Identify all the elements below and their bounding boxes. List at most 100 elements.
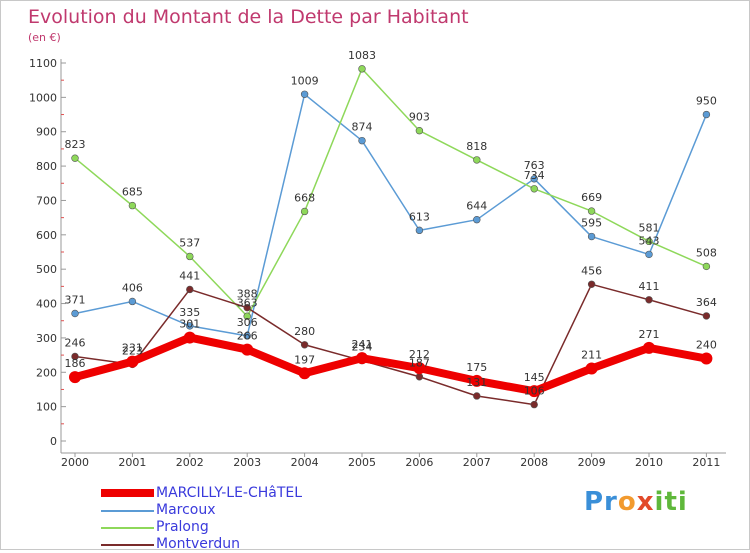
data-label-0: 145 <box>524 371 545 384</box>
data-point-0 <box>585 362 598 375</box>
y-tick-label: 900 <box>36 126 57 139</box>
x-tick-label: 2002 <box>176 456 204 469</box>
data-point-3 <box>300 341 309 349</box>
data-label-3: 131 <box>466 376 487 389</box>
data-label-1: 335 <box>179 306 200 319</box>
x-tick-label: 2007 <box>463 456 491 469</box>
x-tick-label: 2003 <box>233 456 261 469</box>
data-point-1 <box>415 226 424 235</box>
data-point-2 <box>702 262 711 271</box>
data-point-0 <box>126 355 139 368</box>
data-label-2: 363 <box>237 296 258 309</box>
series-line-1 <box>74 93 708 337</box>
y-tick-label: 100 <box>36 401 57 414</box>
logo-part: x <box>636 487 655 517</box>
chart-subtitle: (en €) <box>28 31 61 44</box>
data-label-3: 456 <box>581 264 602 277</box>
series-line-3 <box>74 283 708 406</box>
data-label-layer: 371 406 335 306 1009 874 613 644 763 595 543 950 823… <box>65 49 717 398</box>
y-tick-label: 700 <box>36 194 57 207</box>
data-label-2: 508 <box>696 246 717 259</box>
data-label-0: 301 <box>179 318 200 331</box>
data-label-2: 537 <box>179 236 200 249</box>
data-point-3 <box>645 296 653 304</box>
logo-part: iti <box>654 487 688 517</box>
data-point-2 <box>186 252 194 261</box>
data-point-1 <box>530 175 538 183</box>
data-point-3 <box>186 285 194 294</box>
data-point-3 <box>243 303 251 312</box>
data-label-2: 669 <box>581 191 602 204</box>
chart-title: Evolution du Montant de la Dette par Hab… <box>28 6 469 28</box>
data-label-0: 212 <box>409 348 430 361</box>
data-label-0: 271 <box>639 328 660 341</box>
x-tick-label: 2011 <box>692 456 720 469</box>
legend-label: Pralong <box>156 519 209 535</box>
data-point-1 <box>71 309 79 318</box>
x-tick-label: 2010 <box>635 456 663 469</box>
data-point-2 <box>71 154 79 162</box>
data-label-3: 106 <box>524 385 545 398</box>
data-point-2 <box>645 237 653 246</box>
y-tick-label: 400 <box>36 298 57 311</box>
data-point-1 <box>587 232 596 241</box>
data-point-0 <box>528 385 541 398</box>
series-line-2 <box>74 68 708 318</box>
y-tick-label: 500 <box>36 263 57 276</box>
data-label-0: 211 <box>581 348 602 361</box>
data-label-2: 818 <box>466 140 487 153</box>
data-label-1: 613 <box>409 210 430 223</box>
x-tick-label: 2001 <box>118 456 146 469</box>
data-point-1 <box>243 332 251 340</box>
data-label-1: 644 <box>466 200 487 213</box>
data-point-1 <box>128 297 137 306</box>
logo-part: o <box>617 487 637 517</box>
data-point-0 <box>356 352 368 365</box>
data-label-2: 1083 <box>348 49 376 62</box>
data-label-3: 246 <box>65 336 86 349</box>
legend-label: MARCILLY-LE-CHâTEL <box>156 485 303 501</box>
data-label-1: 950 <box>696 95 717 108</box>
data-label-1: 595 <box>581 217 602 230</box>
legend-swatch-marcilly <box>101 489 154 497</box>
data-label-3: 364 <box>696 296 717 309</box>
x-tick-label: 2005 <box>348 456 376 469</box>
data-label-2: 581 <box>639 221 660 234</box>
data-point-0 <box>241 343 254 356</box>
y-tick-label: 300 <box>36 332 57 345</box>
line-chart: 0 100 200 300 400 500 600 700 800 900 1000 1100 2000… <box>29 49 726 469</box>
data-label-2: 734 <box>524 169 545 182</box>
legend-swatch-montverdun <box>101 544 154 546</box>
data-label-1: 306 <box>237 316 258 329</box>
y-tick-label: 200 <box>36 366 57 379</box>
data-label-1: 1009 <box>291 74 319 87</box>
data-label-0: 197 <box>294 353 315 366</box>
data-point-2 <box>587 207 596 215</box>
x-tick-label: 2008 <box>520 456 548 469</box>
legend-label: Montverdun <box>156 536 241 552</box>
data-point-2 <box>415 126 424 135</box>
data-label-2: 903 <box>409 111 430 124</box>
data-label-1: 763 <box>524 159 545 172</box>
data-point-1 <box>473 215 481 224</box>
y-tick-label: 1000 <box>29 91 57 104</box>
data-label-3: 223 <box>122 344 143 357</box>
data-label-2: 823 <box>65 138 86 151</box>
data-point-3 <box>473 392 481 400</box>
data-point-1 <box>702 110 711 119</box>
y-tick-label: 800 <box>36 160 57 173</box>
data-point-1 <box>645 250 653 259</box>
data-label-3: 280 <box>294 325 315 338</box>
data-point-0 <box>413 362 426 375</box>
x-tick-label: 2009 <box>578 456 606 469</box>
data-point-0 <box>470 374 483 387</box>
data-point-1 <box>300 90 309 98</box>
data-label-1: 371 <box>65 294 86 307</box>
data-point-2 <box>243 312 251 320</box>
legend-swatch-pralong <box>101 527 154 529</box>
data-label-0: 231 <box>122 342 143 355</box>
data-label-0: 186 <box>65 357 86 370</box>
legend-label: Marcoux <box>156 502 216 518</box>
data-point-2 <box>300 207 309 216</box>
